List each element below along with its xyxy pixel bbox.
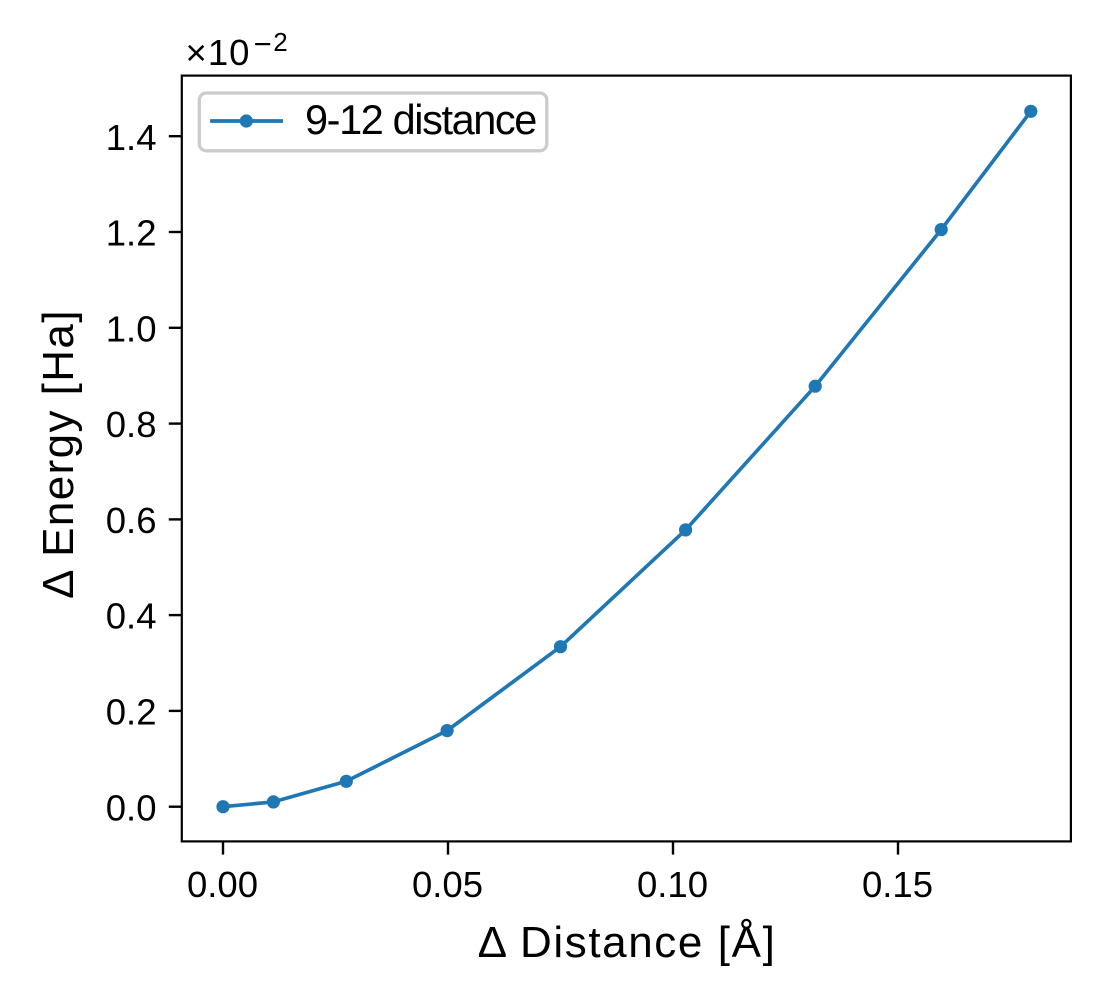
svg-text:1.2: 1.2: [106, 213, 157, 254]
svg-text:Δ Distance [Å]: Δ Distance [Å]: [478, 918, 777, 967]
svg-text:0.2: 0.2: [106, 692, 157, 733]
svg-text:0.00: 0.00: [187, 864, 258, 905]
svg-text:2: 2: [273, 27, 287, 57]
svg-text:0.0: 0.0: [106, 787, 157, 828]
svg-text:9-12 distance: 9-12 distance: [305, 96, 536, 143]
svg-text:0.6: 0.6: [106, 500, 157, 541]
svg-text:0.05: 0.05: [412, 864, 483, 905]
svg-text:0.15: 0.15: [862, 864, 933, 905]
svg-text:1.0: 1.0: [106, 308, 157, 349]
svg-text:0.10: 0.10: [637, 864, 708, 905]
svg-text:1.4: 1.4: [106, 117, 157, 158]
svg-text:Δ Energy [Ha]: Δ Energy [Ha]: [34, 309, 83, 599]
svg-text:×10: ×10: [186, 32, 251, 73]
svg-text:0.8: 0.8: [106, 404, 157, 445]
svg-text:0.4: 0.4: [106, 596, 157, 637]
